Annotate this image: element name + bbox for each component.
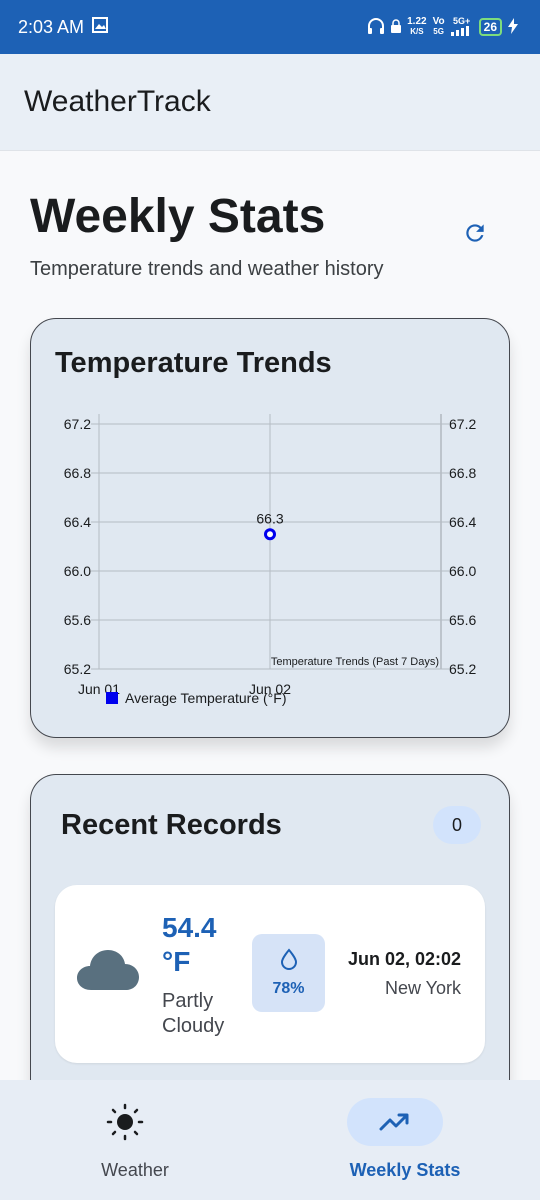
x-tick-label: Jun 02	[249, 681, 291, 697]
net-speed: 1.22 K/S	[407, 17, 426, 37]
status-bar: 2:03 AM 1.22 K/S Vo 5G 5G+ 26	[0, 0, 540, 54]
nav-label-weekly-stats: Weekly Stats	[349, 1160, 461, 1180]
record-item[interactable]: 54.4 °F Partly Cloudy 78% Jun 02, 02:02 …	[55, 885, 485, 1063]
y-tick-label-right: 65.2	[449, 661, 476, 677]
humidity-box: 78%	[252, 934, 325, 1012]
record-condition: Partly Cloudy	[162, 989, 224, 1039]
record-datetime: Jun 02, 02:02	[347, 949, 461, 969]
y-tick-label-left: 65.2	[64, 661, 91, 677]
y-tick-label-left: 66.4	[64, 514, 91, 530]
page-subtitle: Temperature trends and weather history	[30, 258, 384, 280]
headphones-icon	[367, 17, 385, 38]
nav-label-weather: Weather	[101, 1160, 169, 1180]
chart-card-title: Temperature Trends	[55, 347, 332, 379]
bottom-navigation: Weather Weekly Stats	[0, 1080, 540, 1200]
y-tick-label-right: 66.4	[449, 514, 476, 530]
y-tick-label-left: 66.8	[64, 465, 91, 481]
legend-swatch	[106, 692, 118, 704]
y-tick-label-left: 65.6	[64, 612, 91, 628]
data-point	[264, 528, 276, 541]
legend-label: Average Temperature (°F)	[125, 690, 287, 706]
y-tick-label-right: 65.6	[449, 612, 476, 628]
records-title: Recent Records	[61, 809, 282, 841]
nav-weekly-stats-indicator	[347, 1098, 443, 1146]
cloud-icon	[77, 949, 139, 996]
humidity-value: 78%	[272, 980, 305, 997]
condition-line-1: Partly	[162, 990, 214, 1012]
record-temperature: 54.4 °F	[162, 911, 217, 979]
chart-title: Temperature Trends (Past 7 Days)	[271, 656, 439, 668]
condition-line-2: Cloudy	[162, 1015, 225, 1037]
signal: 5G+	[450, 15, 473, 39]
volte-net: 5G	[433, 27, 444, 36]
data-point-label: 66.3	[256, 510, 283, 526]
nav-item-weather[interactable]: Weather	[0, 1080, 270, 1200]
temperature-chart: 67.2 67.2 66.8 66.8 66.4 66.4 66.0 66.0 65.6 65.6…	[64, 414, 476, 706]
net-type: 5G+	[453, 15, 471, 26]
temperature-trends-card: Temperature Trends 67.2 67.2 66.8 66.8 66.4 6…	[30, 318, 510, 738]
status-left: 2:03 AM	[18, 16, 109, 38]
nav-item-weekly-stats[interactable]: Weekly Stats	[270, 1080, 540, 1200]
y-tick-label-left: 67.2	[64, 416, 91, 432]
temperature-value: 54.4	[162, 912, 217, 943]
y-tick-label-right: 67.2	[449, 416, 476, 432]
sun-icon	[106, 1103, 144, 1141]
refresh-button[interactable]	[460, 218, 490, 248]
status-right: 1.22 K/S Vo 5G 5G+ 26	[367, 16, 518, 39]
gallery-icon	[92, 16, 109, 38]
recent-records-card: Recent Records 0 54.4 °F Partly Cloudy 7…	[30, 774, 510, 1080]
page-title: Weekly Stats	[30, 190, 326, 243]
net-speed-value: 1.22	[407, 16, 427, 27]
volte: Vo 5G	[433, 17, 445, 37]
refresh-icon	[466, 224, 484, 242]
y-tick-label-right: 66.8	[449, 465, 476, 481]
volte-label: Vo	[432, 16, 445, 27]
app-bar: WeatherTrack	[0, 54, 540, 151]
nav-weather-indicator	[77, 1098, 173, 1146]
signal-icon	[450, 25, 473, 39]
battery-indicator: 26	[478, 18, 502, 36]
net-speed-unit: K/S	[410, 27, 424, 36]
status-time: 2:03 AM	[18, 16, 85, 37]
record-location: New York	[384, 978, 461, 998]
lock-icon	[391, 18, 402, 36]
y-tick-label-right: 66.0	[449, 563, 476, 579]
y-tick-label-left: 66.0	[64, 563, 91, 579]
trending-up-icon	[379, 1113, 409, 1131]
records-count-badge: 0	[433, 806, 481, 844]
temperature-unit: °F	[162, 946, 191, 977]
water-drop-icon	[280, 948, 297, 970]
main-content[interactable]: Weekly Stats Temperature trends and weat…	[0, 151, 540, 1080]
charging-icon	[508, 17, 518, 37]
app-title: WeatherTrack	[24, 85, 211, 118]
